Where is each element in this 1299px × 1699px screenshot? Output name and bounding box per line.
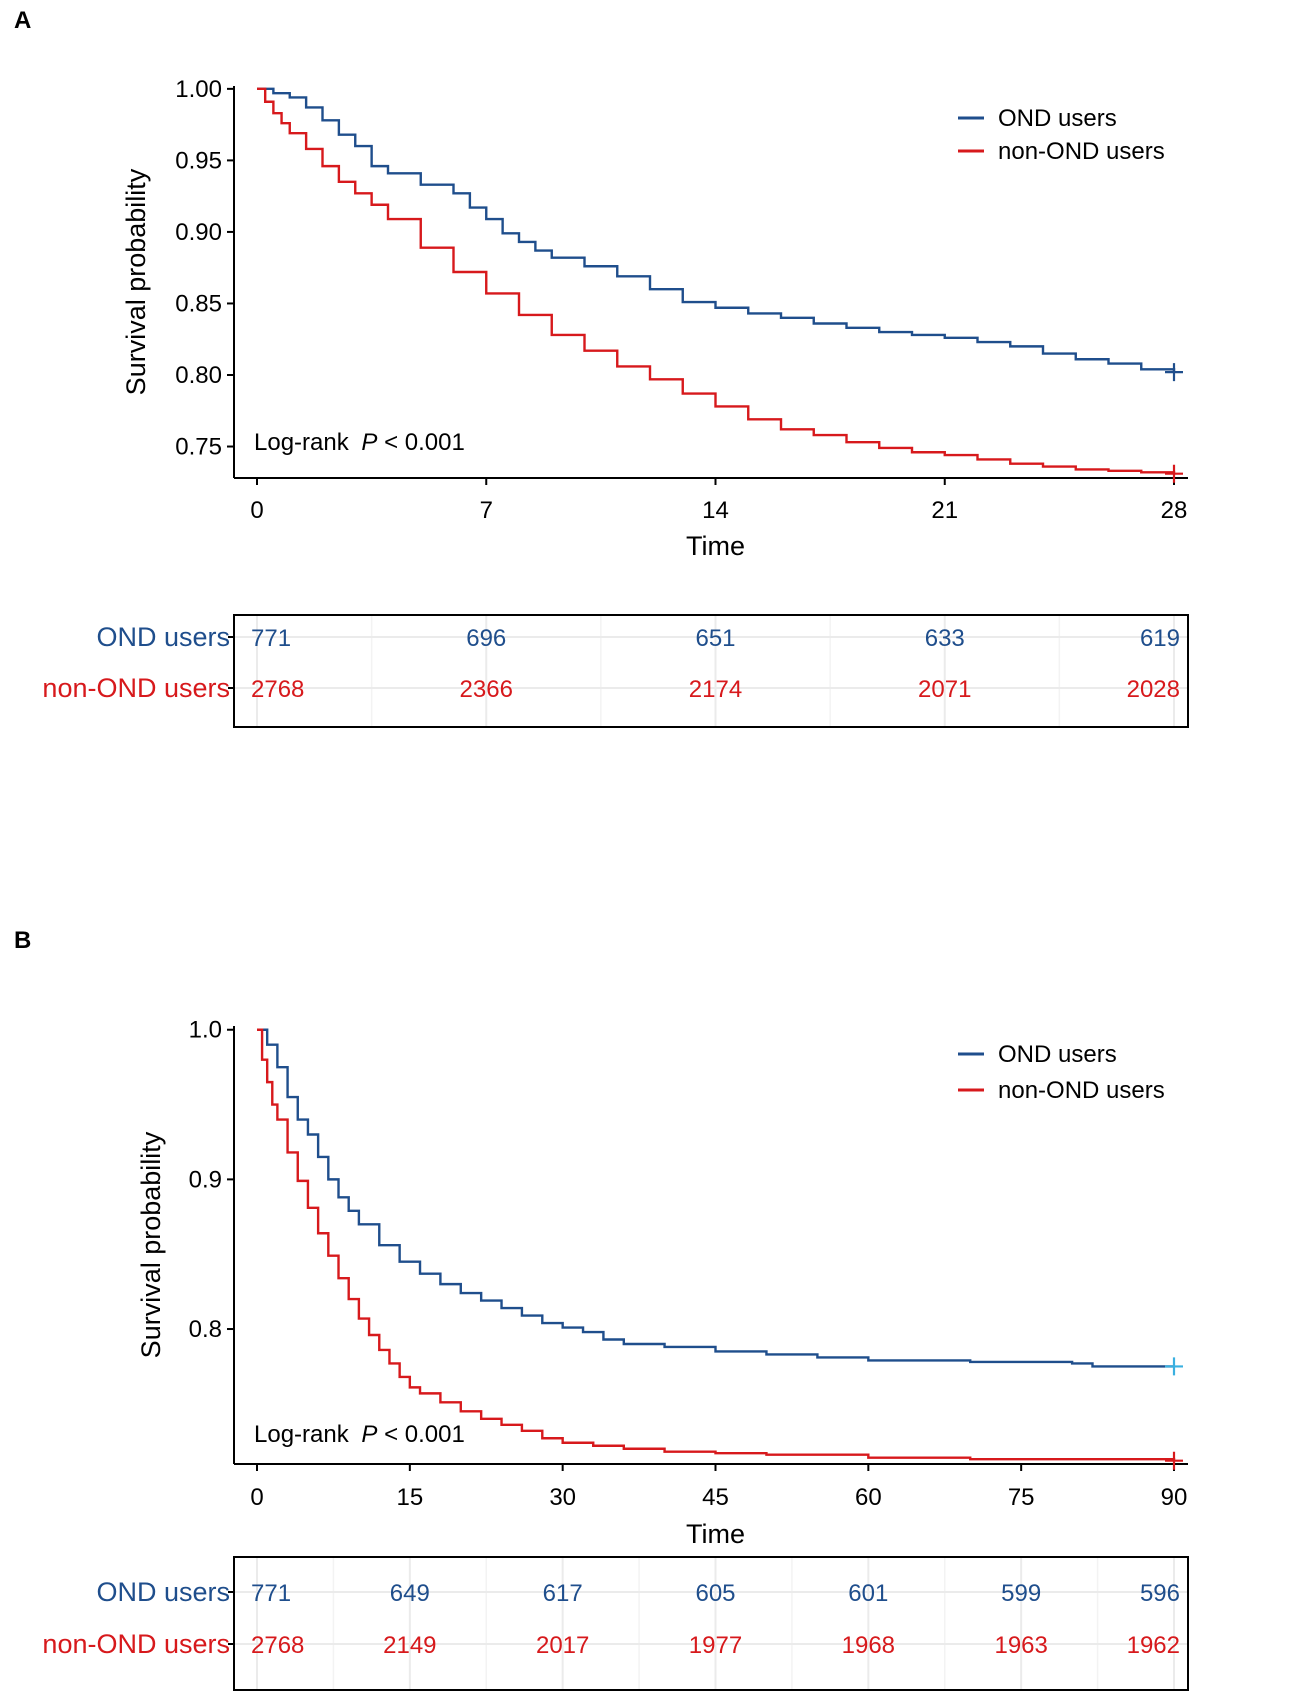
- censor-mark-ond: [1165, 363, 1183, 382]
- risk-cell-ond: 619: [1140, 625, 1180, 652]
- risk-cell-ond: 601: [848, 1580, 888, 1607]
- panel-letter: B: [14, 927, 31, 954]
- y-axis-title: Survival probability: [136, 1131, 166, 1358]
- risk-cell-non-ond: 2149: [383, 1632, 436, 1659]
- y-tick-label: 0.85: [175, 290, 222, 317]
- y-tick-label: 0.75: [175, 434, 222, 461]
- censor-mark-non-ond: [1165, 464, 1183, 483]
- risk-cell-ond: 649: [390, 1580, 430, 1607]
- x-axis-title: Time: [686, 531, 745, 561]
- risk-cell-non-ond: 2768: [251, 676, 304, 703]
- y-tick-label: 1.0: [189, 1017, 222, 1044]
- series-line-non-ond: [257, 87, 1176, 474]
- risk-cell-ond: 596: [1140, 1580, 1180, 1607]
- risk-cell-ond: 771: [251, 1580, 291, 1607]
- x-tick-label: 0: [250, 1484, 263, 1511]
- risk-cell-ond: 617: [543, 1580, 583, 1607]
- risk-cell-non-ond: 2017: [536, 1632, 589, 1659]
- panel-letter: A: [14, 7, 31, 34]
- log-rank-annotation: Log-rank P < 0.001: [254, 429, 465, 456]
- risk-cell-non-ond: 1977: [689, 1632, 742, 1659]
- legend-label-non-ond: non-OND users: [998, 1077, 1165, 1104]
- x-tick-label: 28: [1161, 497, 1188, 524]
- y-axis-title: Survival probability: [121, 168, 151, 395]
- risk-cell-ond: 651: [695, 625, 735, 652]
- risk-table-frame: [233, 1556, 1189, 1691]
- risk-table-frame: [233, 614, 1189, 728]
- log-rank-annotation: Log-rank P < 0.001: [254, 1421, 465, 1448]
- risk-row-label-ond: OND users: [96, 622, 230, 652]
- risk-row-label-non-ond: non-OND users: [42, 1629, 230, 1659]
- panel-b: B 0.8 0.9 1.0 0 15 30 45 60 75 90 Time Survival prob…: [14, 927, 1189, 1691]
- x-tick-label: 30: [549, 1484, 576, 1511]
- risk-cell-ond: 633: [925, 625, 965, 652]
- x-axis-title: Time: [686, 1519, 745, 1549]
- risk-cell-non-ond: 1968: [842, 1632, 895, 1659]
- risk-row-label-ond: OND users: [96, 1577, 230, 1607]
- risk-cell-non-ond: 2366: [460, 676, 513, 703]
- series-line-ond: [257, 87, 1176, 373]
- risk-table: OND users 771 696 651 633 619 non-OND users 276…: [42, 614, 1189, 728]
- risk-cell-non-ond: 1962: [1127, 1632, 1180, 1659]
- series-line-ond: [257, 1028, 1174, 1368]
- x-tick-label: 75: [1008, 1484, 1035, 1511]
- x-tick-label: 90: [1161, 1484, 1188, 1511]
- legend-label-ond: OND users: [998, 105, 1117, 132]
- legend-label-ond: OND users: [998, 1041, 1117, 1068]
- legend-label-non-ond: non-OND users: [998, 138, 1165, 165]
- x-tick-label: 45: [702, 1484, 729, 1511]
- y-tick-label: 1.00: [175, 76, 222, 103]
- risk-cell-non-ond: 1963: [994, 1632, 1047, 1659]
- panel-a: A 0.75 0.80 0.85 0.90 0.95 1.00 0 7 14 21 28 Time Sur…: [14, 7, 1189, 728]
- y-tick-label: 0.9: [189, 1166, 222, 1193]
- y-tick-label: 0.90: [175, 219, 222, 246]
- risk-cell-ond: 605: [695, 1580, 735, 1607]
- risk-cell-ond: 696: [466, 625, 506, 652]
- risk-cell-non-ond: 2174: [689, 676, 742, 703]
- x-tick-label: 0: [250, 497, 263, 524]
- censor-mark-non-ond: [1165, 1451, 1183, 1470]
- x-tick-label: 60: [855, 1484, 882, 1511]
- risk-cell-ond: 771: [251, 625, 291, 652]
- censor-mark-ond: [1165, 1357, 1183, 1376]
- risk-cell-non-ond: 2768: [251, 1632, 304, 1659]
- x-tick-label: 21: [931, 497, 958, 524]
- series-line-non-ond: [257, 1028, 1176, 1461]
- risk-cell-non-ond: 2028: [1127, 676, 1180, 703]
- x-tick-label: 15: [396, 1484, 423, 1511]
- x-tick-label: 14: [702, 497, 729, 524]
- y-tick-label: 0.8: [189, 1316, 222, 1343]
- y-tick-label: 0.80: [175, 362, 222, 389]
- x-tick-label: 7: [480, 497, 493, 524]
- risk-cell-ond: 599: [1001, 1580, 1041, 1607]
- risk-table: OND users 771 649 617 605 601 599 596 non-OND us…: [42, 1556, 1189, 1691]
- y-tick-label: 0.95: [175, 147, 222, 174]
- risk-cell-non-ond: 2071: [918, 676, 971, 703]
- risk-row-label-non-ond: non-OND users: [42, 673, 230, 703]
